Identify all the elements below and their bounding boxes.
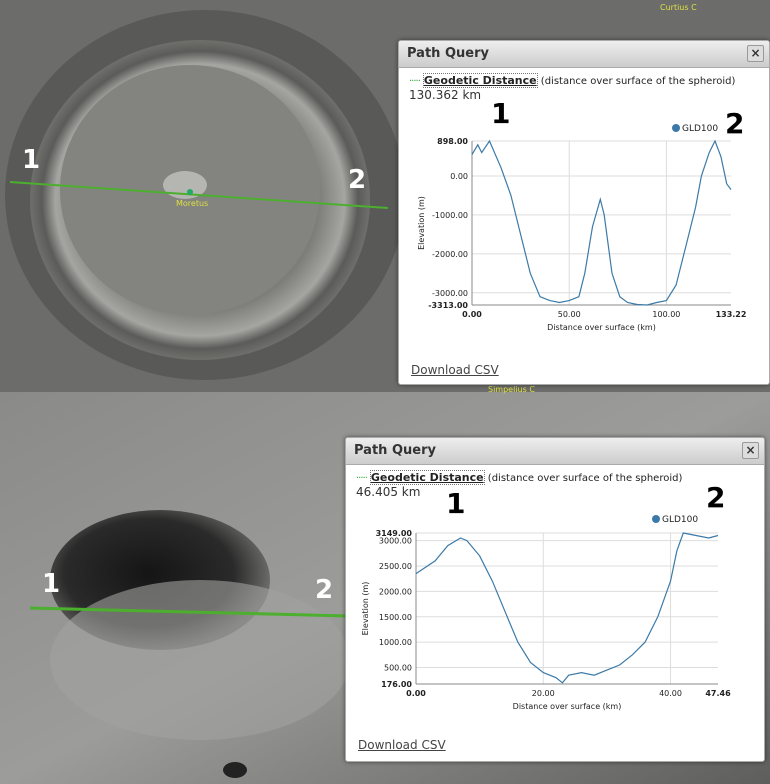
distance-info: ·····Geodetic Distance (distance over su…: [409, 74, 735, 102]
y-tick-label: 1000.00: [379, 638, 412, 647]
legend-marker: [672, 124, 680, 132]
profile-line: [472, 141, 731, 305]
crater-floor: [50, 580, 350, 740]
legend-marker: [652, 515, 660, 523]
page: 1 2 Moretus Curtius C 1 2 Simpelius C Pa…: [0, 0, 770, 784]
x-tick-label: 47.46: [705, 689, 731, 698]
x-tick-label: 133.22: [716, 310, 747, 319]
distance-info: ·····Geodetic Distance (distance over su…: [356, 471, 682, 499]
y-tick-label: -3000.00: [432, 289, 468, 298]
distance: 130.362 km: [409, 88, 735, 102]
y-tick-label: 500.00: [384, 664, 412, 673]
y-axis-label: Elevation (m): [361, 582, 370, 636]
map-label: 2: [348, 165, 366, 195]
y-axis-label: Elevation (m): [417, 196, 426, 250]
y-tick-label: 3000.00: [379, 537, 412, 546]
place-label: Curtius C: [660, 3, 697, 12]
legend-label: GLD100: [662, 515, 698, 525]
y-tick-label: -3313.00: [428, 301, 468, 310]
geodetic-link[interactable]: Geodetic Distance: [370, 470, 485, 485]
y-tick-label: 898.00: [437, 137, 468, 146]
annotation: 2: [706, 481, 725, 514]
y-tick-label: -2000.00: [432, 250, 468, 259]
small-crater: [223, 762, 247, 778]
map-label: 1: [42, 569, 60, 599]
place-label: Simpelius C: [488, 385, 535, 394]
x-tick-label: 20.00: [532, 689, 555, 698]
legend-label: GLD100: [682, 124, 718, 134]
x-tick-label: 40.00: [659, 689, 682, 698]
place-label: Moretus: [176, 199, 208, 208]
x-tick-label: 0.00: [406, 689, 426, 698]
profile-line: [416, 533, 718, 683]
place-marker: [187, 189, 193, 195]
description: (distance over surface of the spheroid): [488, 473, 683, 484]
y-tick-label: 1500.00: [379, 613, 412, 622]
map-label: 1: [22, 145, 40, 175]
x-axis-label: Distance over surface (km): [513, 702, 622, 711]
download-link[interactable]: Download CSV: [411, 363, 499, 377]
y-tick-label: -1000.00: [432, 211, 468, 220]
x-tick-label: 0.00: [462, 310, 482, 319]
distance: 46.405 km: [356, 485, 682, 499]
y-tick-label: 2500.00: [379, 562, 412, 571]
x-axis-label: Distance over surface (km): [547, 323, 656, 332]
map-label: 2: [315, 575, 333, 605]
y-tick-label: 0.00: [450, 172, 468, 181]
y-tick-label: 176.00: [381, 680, 412, 689]
annotation: 2: [725, 107, 744, 140]
download-link[interactable]: Download CSV: [358, 738, 446, 752]
y-tick-label: 2000.00: [379, 587, 412, 596]
description: (distance over surface of the spheroid): [541, 76, 736, 87]
x-tick-label: 50.00: [558, 310, 581, 319]
x-tick-label: 100.00: [652, 310, 680, 319]
geodetic-link[interactable]: Geodetic Distance: [423, 73, 538, 88]
